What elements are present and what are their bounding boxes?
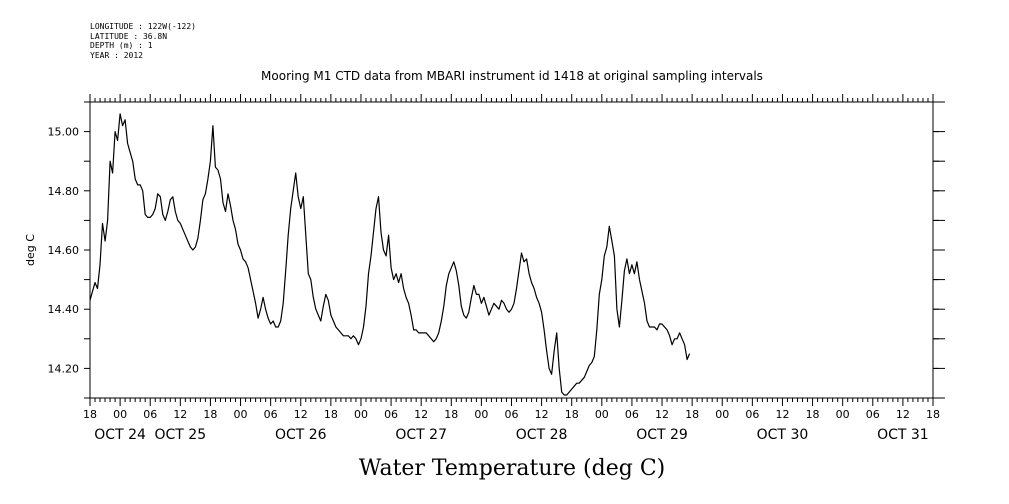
y-axis: 14.20 14.40 14.60 14.80 15.00 [48, 101, 945, 399]
x-hour-label: 06 [745, 408, 759, 421]
x-date-label: OCT 26 [275, 427, 327, 443]
x-hour-label: 00 [234, 408, 248, 421]
x-hour-label: 06 [625, 408, 639, 421]
y-tick-label: 14.20 [48, 362, 80, 375]
x-date-label: OCT 24 [94, 427, 146, 443]
x-hour-label: 06 [143, 408, 157, 421]
plot-frame [89, 101, 934, 399]
metadata-block: LONGITUDE : 122W(-122) LATITUDE : 36.8N … [90, 22, 196, 60]
x-hour-label: 06 [866, 408, 880, 421]
x-hour-label: 12 [775, 408, 789, 421]
x-hour-label: 18 [926, 408, 940, 421]
x-date-label: OCT 31 [877, 427, 929, 443]
x-hour-label: 12 [655, 408, 669, 421]
y-tick-label: 14.80 [48, 185, 80, 198]
x-hour-label: 06 [264, 408, 278, 421]
x-hour-label: 00 [836, 408, 850, 421]
x-hour-label: 18 [83, 408, 97, 421]
x-hour-label: 18 [685, 408, 699, 421]
x-hour-label: 12 [414, 408, 428, 421]
depth-text: DEPTH (m) : 1 [90, 41, 153, 50]
x-axis-label: Water Temperature (deg C) [359, 456, 666, 481]
chart-title: Mooring M1 CTD data from MBARI instrumen… [261, 69, 763, 83]
x-date-label: OCT 29 [636, 427, 688, 443]
latitude-text: LATITUDE : 36.8N [90, 31, 168, 41]
x-hour-label: 12 [173, 408, 187, 421]
series-group [89, 113, 691, 396]
x-hour-label: 00 [715, 408, 729, 421]
x-hour-label: 00 [595, 408, 609, 421]
temperature-series-line [89, 113, 691, 396]
year-text: YEAR : 2012 [90, 50, 143, 60]
x-axis: 18 00 06 12 18 00 06 12 18 00 06 12 18 00 06 12 18 00 06 12… [83, 94, 940, 443]
x-hour-label: 12 [294, 408, 308, 421]
x-hour-label: 06 [505, 408, 519, 421]
y-axis-label: deg C [24, 234, 37, 266]
y-tick-label: 14.40 [48, 303, 80, 316]
x-date-label: OCT 25 [155, 427, 207, 443]
x-hour-label: 12 [896, 408, 910, 421]
x-date-label: OCT 28 [516, 427, 568, 443]
x-hour-label: 06 [384, 408, 398, 421]
y-tick-label: 14.60 [48, 244, 80, 257]
x-hour-label: 00 [113, 408, 127, 421]
x-date-label: OCT 30 [757, 427, 809, 443]
longitude-text: LONGITUDE : 122W(-122) [90, 22, 196, 31]
x-date-label: OCT 27 [395, 427, 447, 443]
x-hour-label: 00 [354, 408, 368, 421]
x-hour-label: 18 [444, 408, 458, 421]
x-hour-label: 18 [324, 408, 338, 421]
x-hour-label: 18 [203, 408, 217, 421]
y-tick-label: 15.00 [48, 126, 80, 139]
x-hour-label: 18 [565, 408, 579, 421]
x-hour-label: 18 [806, 408, 820, 421]
x-hour-label: 12 [535, 408, 549, 421]
x-hour-label: 00 [474, 408, 488, 421]
